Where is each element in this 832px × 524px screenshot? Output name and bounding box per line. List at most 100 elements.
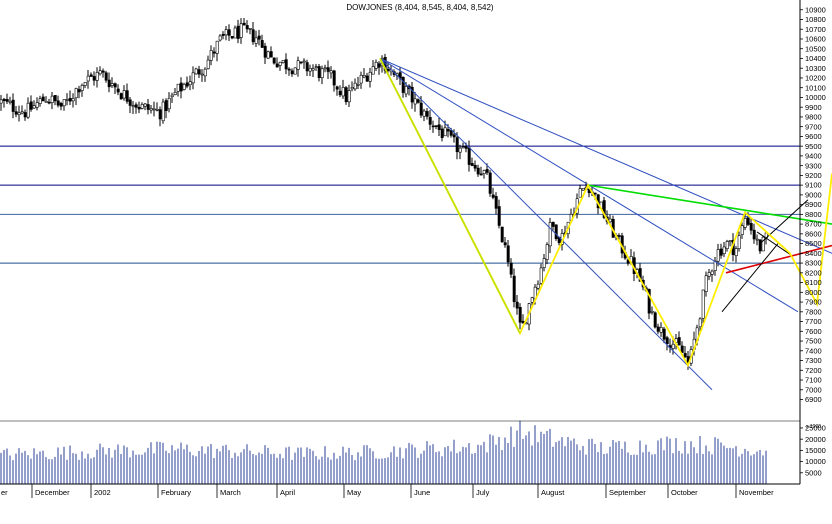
price-tick-label: 7200 xyxy=(805,366,822,375)
volume-tick-label: 10000 xyxy=(805,457,826,466)
candle-down xyxy=(467,147,471,165)
candle-up xyxy=(704,275,708,292)
price-tick-label: 9900 xyxy=(805,103,822,112)
price-tick-label: 8600 xyxy=(805,229,822,238)
candle-down xyxy=(125,90,129,102)
candle-down xyxy=(275,63,279,68)
candle-up xyxy=(698,318,702,328)
candle-up xyxy=(248,28,252,30)
price-tick-label: 8500 xyxy=(805,239,822,248)
month-axis: er December 2002 February March April May June J… xyxy=(1,484,774,498)
candle-up xyxy=(608,218,612,223)
trend-line xyxy=(587,184,832,225)
candle-up xyxy=(188,81,192,86)
price-tick-label: 9200 xyxy=(805,171,822,180)
candle-down xyxy=(476,167,480,175)
volume-tick-label: 25000 xyxy=(805,424,826,433)
candle-down xyxy=(386,68,390,71)
candle-up xyxy=(734,248,738,256)
chart-frame xyxy=(0,0,801,485)
candle-up xyxy=(239,23,243,38)
candle-up xyxy=(254,37,258,44)
price-tick-label: 10100 xyxy=(805,83,826,92)
candle-up xyxy=(710,270,714,275)
price-tick-label: 8100 xyxy=(805,278,822,287)
month-label: July xyxy=(476,488,490,497)
candle-down xyxy=(719,248,723,256)
candle-up xyxy=(356,83,360,86)
candle-down xyxy=(212,51,216,54)
candle-down xyxy=(440,128,444,138)
candle-down xyxy=(23,112,27,118)
candle-up xyxy=(329,70,333,74)
candle-down xyxy=(230,36,234,39)
price-tick-label: 10700 xyxy=(805,25,826,34)
candle-down xyxy=(137,106,141,110)
candle-up xyxy=(443,127,447,137)
candle-down xyxy=(227,29,231,36)
candle-up xyxy=(44,101,48,103)
candle-down xyxy=(749,223,753,231)
candle-up xyxy=(371,66,375,75)
candle-up xyxy=(95,72,99,81)
price-tick-label: 10400 xyxy=(805,54,826,63)
candle-up xyxy=(659,327,663,333)
candle-up xyxy=(167,97,171,110)
candle-up xyxy=(707,272,711,277)
month-label: er xyxy=(1,488,8,497)
candle-down xyxy=(338,90,342,96)
candle-down xyxy=(335,86,339,90)
candle-down xyxy=(647,289,651,314)
candle-up xyxy=(539,267,543,284)
price-tick-label: 9700 xyxy=(805,122,822,131)
candle-up xyxy=(308,67,312,72)
candle-down xyxy=(5,99,9,102)
candle-up xyxy=(173,92,177,95)
month-label: March xyxy=(220,488,241,497)
price-tick-label: 10600 xyxy=(805,35,826,44)
candle-down xyxy=(263,45,267,58)
candle-down xyxy=(134,104,138,108)
month-label: June xyxy=(414,488,430,497)
candle-down xyxy=(680,345,684,353)
candle-down xyxy=(464,145,468,149)
month-label: February xyxy=(161,488,191,497)
candle-up xyxy=(422,110,426,117)
candle-up xyxy=(536,283,540,289)
price-tick-label: 9000 xyxy=(805,190,822,199)
candle-up xyxy=(50,95,54,103)
candle-up xyxy=(701,289,705,319)
candle-up xyxy=(155,108,159,111)
price-tick-label: 10800 xyxy=(805,15,826,24)
candle-down xyxy=(485,169,489,173)
candle-down xyxy=(104,72,108,81)
horizontal-lines xyxy=(0,145,800,264)
candle-down xyxy=(68,98,72,102)
candle-up xyxy=(530,297,534,303)
candle-up xyxy=(140,104,144,109)
candle-up xyxy=(722,246,726,255)
candle-down xyxy=(428,117,432,125)
candle-up xyxy=(650,310,654,313)
candle-down xyxy=(128,99,132,106)
candle-down xyxy=(245,25,249,30)
candle-down xyxy=(113,83,117,88)
candle-down xyxy=(332,70,336,86)
candle-up xyxy=(293,67,297,75)
candle-down xyxy=(53,95,57,102)
candle-up xyxy=(206,59,210,69)
candle-down xyxy=(419,102,423,116)
candle-up xyxy=(374,61,378,69)
candle-down xyxy=(758,239,762,252)
candle-up xyxy=(581,187,585,191)
candle-down xyxy=(683,353,687,358)
candle-up xyxy=(362,75,366,78)
price-tick-label: 10900 xyxy=(805,5,826,14)
candle-down xyxy=(425,111,429,117)
candle-down xyxy=(431,125,435,128)
price-tick-label: 7000 xyxy=(805,385,822,394)
candle-down xyxy=(551,221,555,227)
candle-down xyxy=(158,109,162,120)
candle-up xyxy=(62,99,66,107)
